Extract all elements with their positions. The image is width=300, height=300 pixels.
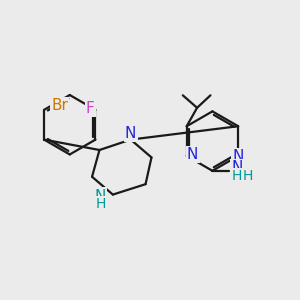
Text: H: H <box>243 169 253 183</box>
Text: N: N <box>231 160 243 175</box>
Text: Br: Br <box>51 98 68 113</box>
Text: N: N <box>187 147 198 162</box>
Text: H: H <box>232 169 242 183</box>
Text: N: N <box>232 149 244 164</box>
Text: N: N <box>95 189 106 204</box>
Text: N: N <box>125 126 136 141</box>
Text: H: H <box>95 197 106 211</box>
Text: F: F <box>86 101 94 116</box>
